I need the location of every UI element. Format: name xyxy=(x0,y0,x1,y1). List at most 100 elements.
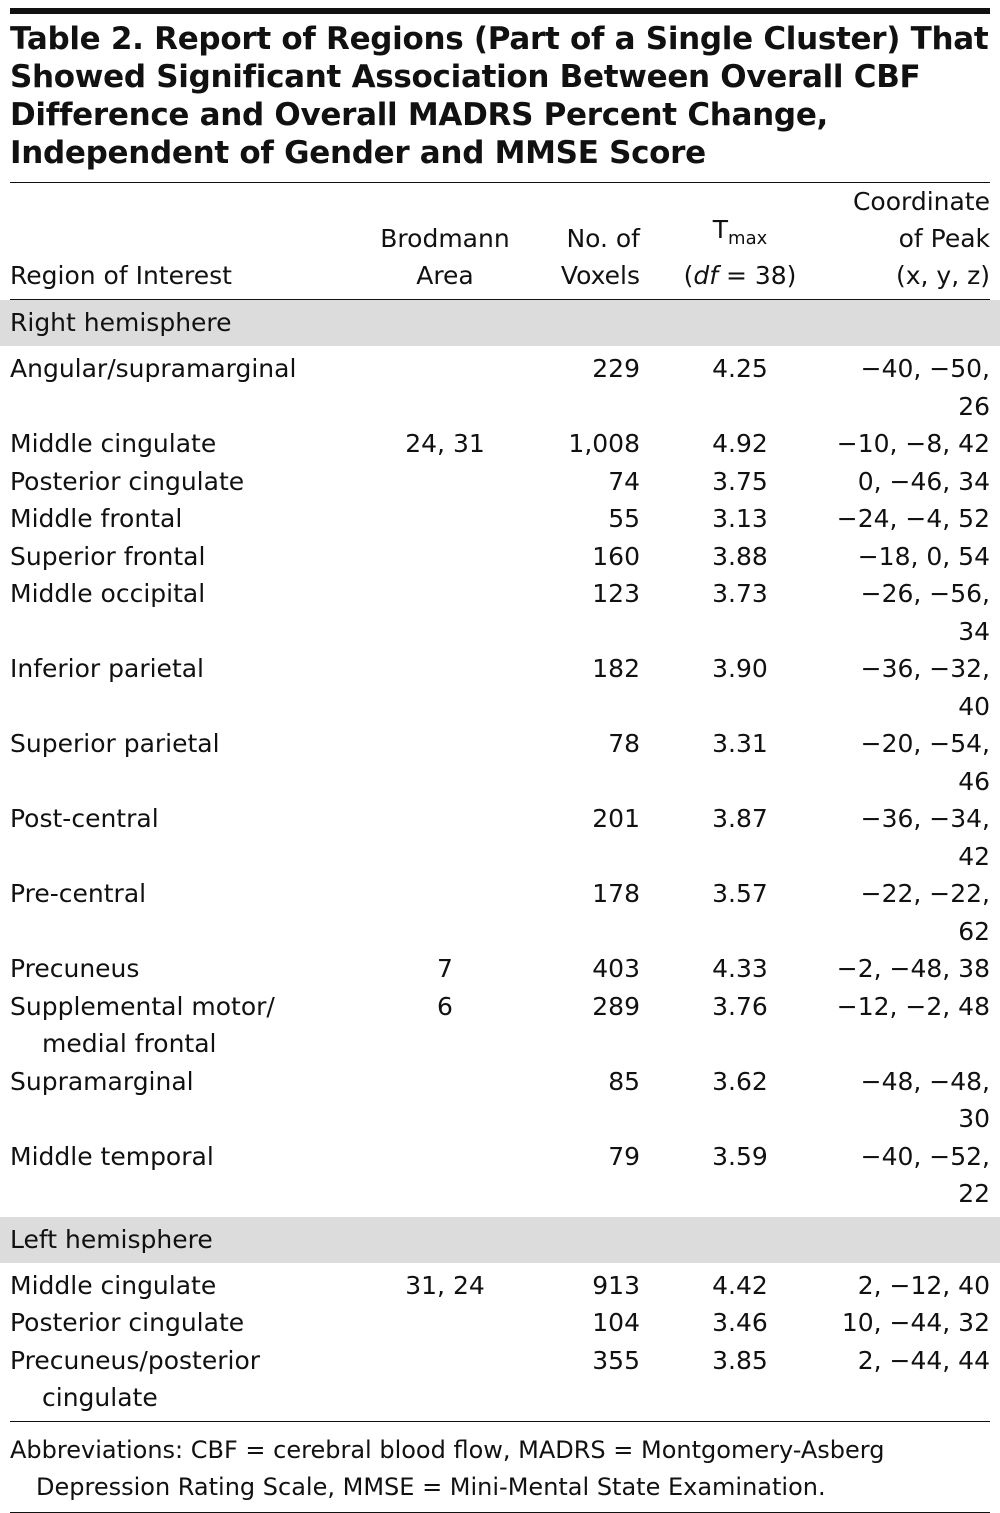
header-text: (df = 38) xyxy=(650,257,830,294)
header-text: Area xyxy=(416,261,474,290)
table-row: Pre-central 178 3.57 −22, −22, 62 xyxy=(10,875,990,950)
header-text: Brodmann xyxy=(380,224,510,253)
peak-cell: 2, −12, 40 xyxy=(857,1270,990,1300)
peak-cell: −24, −4, 52 xyxy=(836,504,990,533)
voxels-cell: 160 xyxy=(592,541,640,571)
header-paren: ( xyxy=(683,261,694,290)
peak-cell: 10, −44, 32 xyxy=(841,1308,990,1337)
region-cell: Middle cingulate xyxy=(10,1267,340,1305)
region-name: Angular/supramarginal xyxy=(10,354,297,383)
region-name: Precuneus xyxy=(10,954,140,983)
region-cell: Precuneus xyxy=(10,950,340,988)
peak-cell: 0, −46, 34 xyxy=(857,466,990,496)
voxels-cell: 74 xyxy=(608,466,640,496)
peak-cell: −2, −48, 38 xyxy=(836,954,990,983)
header-cell: Brodmann Area xyxy=(340,220,550,294)
region-cell: Post-central xyxy=(10,800,340,838)
peak-cell: −36, −34, 42 xyxy=(860,804,990,871)
tmax-cell: 3.59 xyxy=(712,1141,768,1171)
region-cell: Middle frontal xyxy=(10,500,340,538)
region-name: Inferior parietal xyxy=(10,654,205,683)
table-row: Superior frontal 160 3.88 −18, 0, 54 xyxy=(10,538,990,576)
header-text: of Peak xyxy=(898,224,990,253)
table-row: Middle frontal 55 3.13 −24, −4, 52 xyxy=(10,500,990,538)
region-name: Middle frontal xyxy=(10,504,183,533)
region-cell: Precuneus/posterior cingulate xyxy=(10,1342,340,1417)
peak-cell: −48, −48, 30 xyxy=(860,1066,990,1134)
region-name: Posterior cingulate xyxy=(10,466,245,496)
region-name: medial frontal xyxy=(42,1029,217,1058)
voxels-cell: 79 xyxy=(608,1141,640,1171)
tmax-cell: 4.25 xyxy=(712,354,768,383)
tmax-cell: 3.73 xyxy=(712,579,768,608)
section-heading: Right hemisphere xyxy=(0,300,1000,346)
region-cell: Supramarginal xyxy=(10,1063,340,1101)
table-row: Supramarginal 85 3.62 −48, −48, 30 xyxy=(10,1063,990,1138)
voxels-cell: 123 xyxy=(592,579,640,608)
header-cell: Region of Interest xyxy=(10,257,340,294)
table-row: Precuneus/posterior cingulate 355 3.85 2, −4… xyxy=(10,1342,990,1417)
table-page: Table 2. Report of Regions (Part of a Si… xyxy=(0,8,1000,1513)
peak-cell: −40, −50, 26 xyxy=(860,354,990,421)
tmax-cell: 3.85 xyxy=(712,1345,768,1375)
table-row: Post-central 201 3.87 −36, −34, 42 xyxy=(10,800,990,875)
voxels-cell: 178 xyxy=(592,879,640,908)
table-body: Right hemisphere Angular/supramarginal 229… xyxy=(0,300,1000,1421)
tmax-cell: 4.33 xyxy=(712,954,768,983)
table-row: Posterior cingulate 74 3.75 0, −46, 34 xyxy=(10,463,990,501)
voxels-cell: 182 xyxy=(592,654,640,683)
table-header: Region of Interest Brodmann Area No. of Voxe… xyxy=(10,183,990,300)
voxels-cell: 289 xyxy=(592,991,640,1021)
voxels-cell: 913 xyxy=(592,1270,640,1300)
header-text: (x, y, z) xyxy=(895,261,990,290)
top-bar xyxy=(10,8,990,14)
region-name: Middle occipital xyxy=(10,579,206,608)
header-text: No. of xyxy=(566,224,640,253)
tmax-cell: 4.92 xyxy=(712,429,768,458)
brodmann-cell: 7 xyxy=(437,954,453,983)
region-cell: Supplemental motor/medial frontal xyxy=(10,988,340,1063)
region-name: Post-central xyxy=(10,804,159,833)
header-text: Voxels xyxy=(560,261,640,290)
tmax-cell: 3.57 xyxy=(712,879,768,908)
tmax-cell: 3.76 xyxy=(712,991,768,1021)
region-name: Middle cingulate xyxy=(10,429,217,458)
header-cell: Tmax (df = 38) xyxy=(650,211,830,294)
peak-cell: −22, −22, 62 xyxy=(860,879,990,946)
region-name: Supplemental motor/ xyxy=(10,991,275,1021)
peak-cell: −18, 0, 54 xyxy=(857,541,990,571)
peak-cell: −26, −56, 34 xyxy=(860,579,990,646)
header-text: Tmax xyxy=(650,211,830,257)
section-heading: Left hemisphere xyxy=(0,1216,1000,1263)
region-cell: Middle occipital xyxy=(10,575,340,613)
peak-cell: −36, −32, 40 xyxy=(860,654,990,721)
region-cell: Middle temporal xyxy=(10,1138,340,1176)
section-rows: Angular/supramarginal 229 4.25 −40, −50, 26… xyxy=(10,346,990,1217)
region-name: Superior parietal xyxy=(10,729,220,758)
table-row: Supplemental motor/medial frontal 6 289 3.7… xyxy=(10,988,990,1063)
header-paren: ) xyxy=(786,261,797,290)
region-name: Middle cingulate xyxy=(10,1270,217,1300)
voxels-cell: 229 xyxy=(592,354,640,383)
peak-cell: −40, −52, 22 xyxy=(860,1141,990,1209)
region-name: Pre-central xyxy=(10,879,147,908)
region-cell: Angular/supramarginal xyxy=(10,350,340,388)
voxels-cell: 1,008 xyxy=(568,429,640,458)
region-cell: Superior parietal xyxy=(10,725,340,763)
header-text: Region of Interest xyxy=(10,261,232,290)
header-rest: = 38 xyxy=(718,261,787,290)
peak-cell: −12, −2, 48 xyxy=(836,991,990,1021)
tmax-cell: 3.90 xyxy=(712,654,768,683)
table-row: Inferior parietal 182 3.90 −36, −32, 40 xyxy=(10,650,990,725)
header-text: Coordinate xyxy=(852,187,990,216)
region-name: Supramarginal xyxy=(10,1066,194,1096)
table-row: Superior parietal 78 3.31 −20, −54, 46 xyxy=(10,725,990,800)
voxels-cell: 201 xyxy=(592,804,640,833)
table-title: Table 2. Report of Regions (Part of a Si… xyxy=(10,20,990,183)
tmax-cell: 3.87 xyxy=(712,804,768,833)
voxels-cell: 355 xyxy=(592,1345,640,1375)
table-row: Middle cingulate 24, 31 1,008 4.92 −10, −8, … xyxy=(10,425,990,463)
table-row: Posterior cingulate 104 3.46 10, −44, 32 xyxy=(10,1304,990,1342)
region-cell: Inferior parietal xyxy=(10,650,340,688)
header-symbol: T xyxy=(712,215,729,244)
